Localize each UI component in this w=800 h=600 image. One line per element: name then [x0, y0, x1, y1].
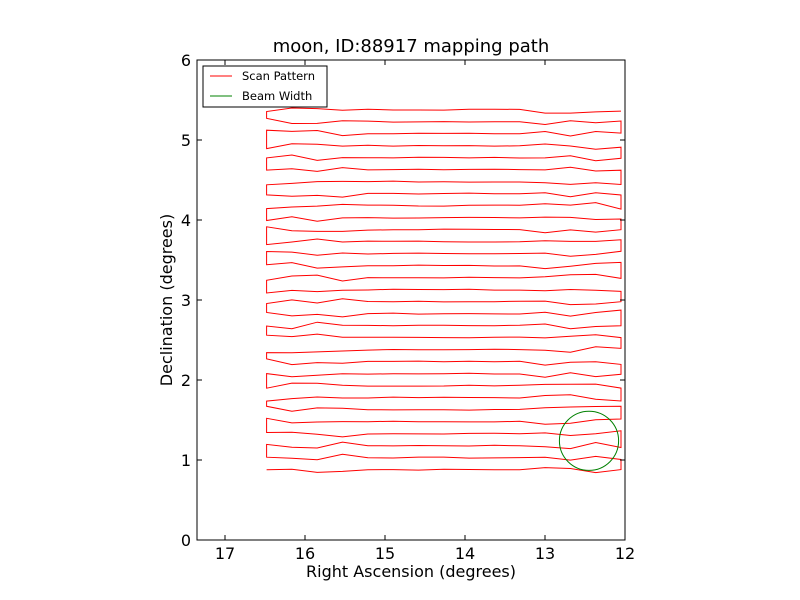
- beam-width-series: [558, 410, 620, 471]
- legend-box: [202, 65, 328, 108]
- y-axis-label: Declination (degrees): [157, 214, 176, 386]
- x-tick-label: 15: [375, 544, 395, 563]
- x-tick-label: 14: [455, 544, 475, 563]
- chart-title: moon, ID:88917 mapping path: [273, 36, 550, 57]
- y-tick-label: 6: [181, 51, 191, 70]
- scan-pattern-line: [266, 107, 622, 474]
- legend: Scan Pattern Beam Width: [202, 65, 328, 108]
- beam-width-circle: [558, 410, 620, 471]
- y-tick-label: 1: [181, 451, 191, 470]
- x-tick-label: 12: [615, 544, 635, 563]
- x-tick-label: 17: [215, 544, 235, 563]
- x-tick-label: 16: [295, 544, 315, 563]
- y-tick-label: 4: [181, 211, 191, 230]
- scan-pattern-series: [266, 107, 622, 474]
- y-tick-label: 2: [181, 371, 191, 390]
- plot-background: [197, 60, 625, 540]
- x-tick-label: 13: [535, 544, 555, 563]
- x-axis-label: Right Ascension (degrees): [306, 562, 516, 581]
- y-tick-label: 3: [181, 291, 191, 310]
- legend-label-scan-pattern: Scan Pattern: [242, 69, 315, 83]
- y-tick-label: 5: [181, 131, 191, 150]
- y-tick-label: 0: [181, 531, 191, 550]
- legend-label-beam-width: Beam Width: [242, 89, 312, 103]
